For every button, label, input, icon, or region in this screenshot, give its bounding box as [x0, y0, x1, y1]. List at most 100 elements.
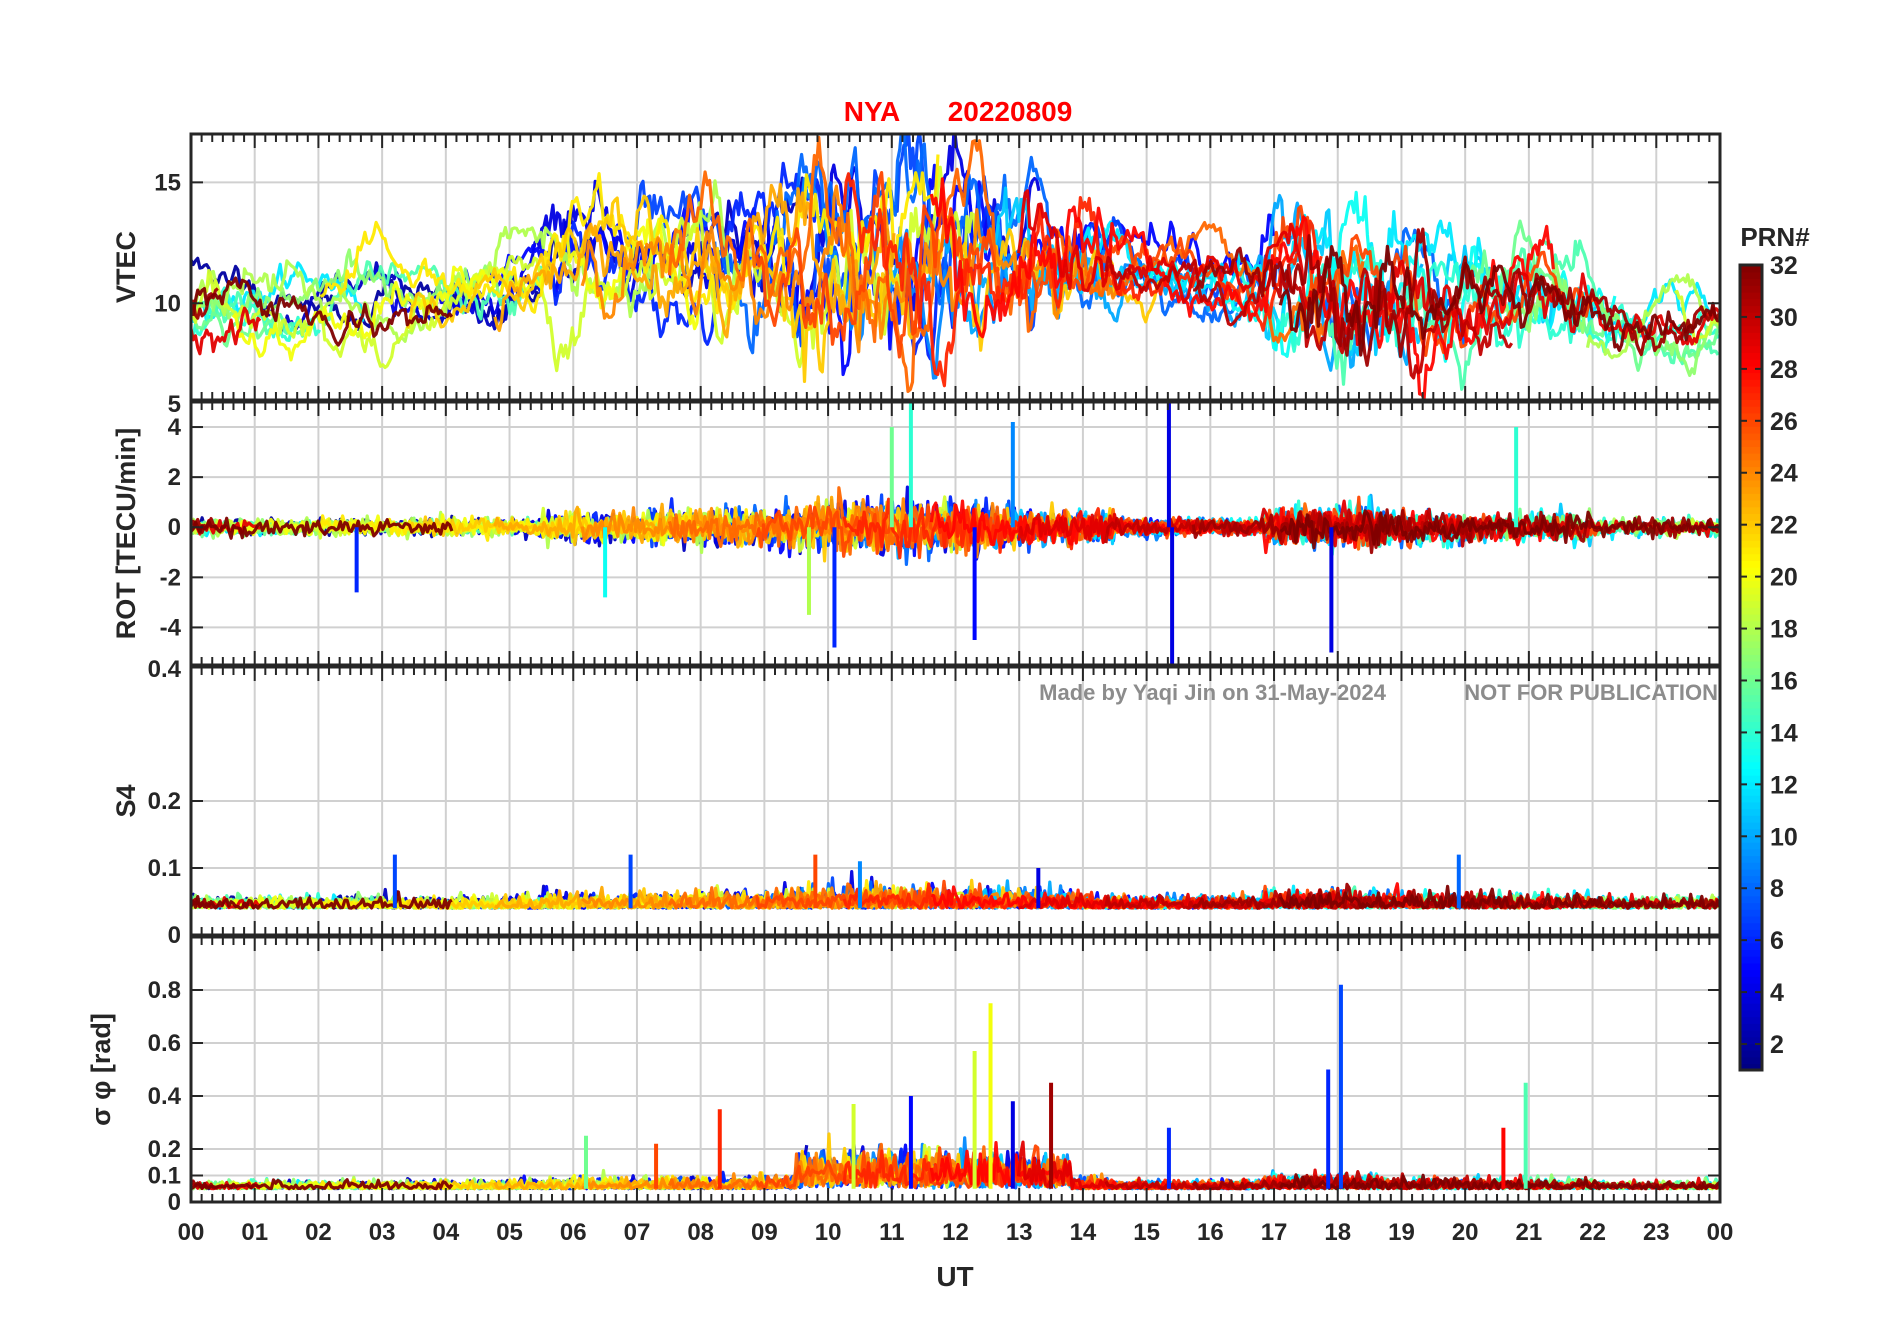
- colorbar-cell: [1740, 768, 1762, 776]
- x-tick-label: 01: [241, 1219, 268, 1246]
- colorbar-tick-label: 32: [1770, 252, 1798, 280]
- x-tick-label: 11: [879, 1219, 904, 1246]
- series-prn-16: [191, 309, 280, 348]
- colorbar-cell: [1740, 459, 1762, 468]
- series-prn-32: [191, 276, 454, 347]
- colorbar-cell: [1740, 788, 1762, 796]
- colorbar-cell: [1740, 955, 1762, 964]
- colorbar-cell: [1740, 1016, 1762, 1024]
- y-tick-labels-sigma_phi: 00.10.2 0.4 0.6 0.8: [148, 977, 182, 1216]
- colorbar-cell: [1740, 835, 1762, 843]
- colorbar-cell: [1740, 352, 1762, 360]
- colorbar-cell: [1740, 915, 1762, 924]
- y-tick-label-top: 0.4: [148, 656, 182, 683]
- ticks-rot: [190, 402, 1721, 665]
- colorbar-cell: [1740, 540, 1762, 548]
- colorbar-cell: [1740, 432, 1762, 441]
- colorbar-cell: [1740, 560, 1762, 568]
- panel-s4: 0 0.1 0.2 0.4 S4: [111, 656, 1722, 949]
- colorbar-cell: [1740, 593, 1762, 602]
- colorbar-tick-label: 28: [1770, 356, 1798, 384]
- panel-vtec: 10 15 VTEC: [111, 132, 1722, 402]
- colorbar-cell: [1740, 962, 1762, 971]
- colorbar-cell: [1740, 741, 1762, 749]
- series-prn-32: [1278, 244, 1720, 357]
- x-tick-label: 16: [1197, 1219, 1224, 1246]
- series-prn-32: [1279, 1173, 1720, 1191]
- series-prn-31: [1192, 227, 1720, 367]
- colorbar-cell: [1740, 660, 1762, 669]
- colorbar-cell: [1740, 405, 1762, 414]
- colorbar-cell: [1740, 1023, 1762, 1031]
- colorbar-cell: [1740, 848, 1762, 857]
- colorbar-cell: [1740, 1009, 1762, 1018]
- x-tick-label: 12: [942, 1219, 969, 1246]
- series-prn-6: [538, 161, 999, 361]
- x-tick-label: 10: [815, 1219, 842, 1246]
- colorbar-cell: [1740, 895, 1762, 904]
- colorbar-cell: [1740, 506, 1762, 515]
- colorbar-cell: [1740, 533, 1762, 541]
- x-tick-label: 19: [1388, 1219, 1415, 1246]
- colorbar-cell: [1740, 412, 1762, 421]
- colorbar-tick-label: 4: [1770, 979, 1784, 1007]
- colorbar-cell: [1740, 996, 1762, 1004]
- colorbar-cell: [1740, 909, 1762, 917]
- x-tick-labels: 00 01 02 03 04 05 06 07 08 09 10 11 12 13 14 15 16 17 18 19…: [178, 1219, 1734, 1246]
- y-tick-label: 0: [168, 514, 181, 541]
- x-tick-label: 18: [1324, 1219, 1351, 1246]
- panel-sigma_phi: 00.10.2 0.4 0.6 0.8 σ φ [rad]: [86, 935, 1722, 1216]
- colorbar-cell: [1740, 486, 1762, 494]
- x-tick-label: 15: [1133, 1219, 1160, 1246]
- colorbar-cell: [1740, 976, 1762, 984]
- x-tick-label: 17: [1261, 1219, 1288, 1246]
- colorbar-cell: [1740, 821, 1762, 830]
- colorbar-cell: [1740, 452, 1762, 461]
- y-tick-label: 15: [154, 169, 181, 196]
- colorbar-tick-label: 30: [1770, 304, 1798, 332]
- y-tick-label: -4: [160, 614, 182, 641]
- y-tick-label: 0.4: [148, 1083, 182, 1110]
- series-prn-18: [1585, 273, 1720, 360]
- colorbar-cell: [1740, 640, 1762, 649]
- series-lines-sigma_phi: [191, 984, 1720, 1191]
- colorbar-cell: [1740, 613, 1762, 622]
- colorbar-cell: [1740, 573, 1762, 582]
- colorbar-cell: [1740, 298, 1762, 307]
- ticks-vtec: [190, 134, 1721, 400]
- y-tick-label: 2: [168, 464, 181, 491]
- colorbar-tick-label: 16: [1770, 667, 1798, 695]
- series-prn-21: [319, 154, 940, 315]
- colorbar-cell: [1740, 774, 1762, 783]
- y-tick-label: 0.1: [148, 855, 181, 882]
- x-tick-label: 08: [687, 1219, 714, 1246]
- colorbar-cell: [1740, 667, 1762, 676]
- colorbar-cell: [1740, 935, 1762, 944]
- title-date: 20220809: [948, 96, 1073, 127]
- colorbar-cell: [1740, 875, 1762, 883]
- colorbar-cell: [1740, 727, 1762, 736]
- y-tick-label: 0.2: [148, 1136, 181, 1163]
- series-prn-32: [191, 890, 453, 910]
- colorbar-tick-label: 2: [1770, 1031, 1784, 1059]
- colorbar-cell: [1740, 271, 1762, 280]
- colorbar-cell: [1740, 694, 1762, 702]
- colorbar-cell: [1740, 868, 1762, 877]
- x-tick-label: 14: [1070, 1219, 1097, 1246]
- colorbar-cell: [1740, 714, 1762, 722]
- colorbar-cell: [1740, 647, 1762, 655]
- y-tick-label: 0.6: [148, 1030, 181, 1057]
- colorbar-cell: [1740, 748, 1762, 756]
- colorbar-cell: [1740, 654, 1762, 662]
- colorbar-cell: [1740, 566, 1762, 575]
- colorbar-cell: [1740, 687, 1762, 696]
- colorbar-cell: [1740, 265, 1762, 273]
- colorbar-tick-label: 22: [1770, 512, 1798, 540]
- colorbar-cell: [1740, 808, 1762, 816]
- colorbar-cell: [1740, 1043, 1762, 1051]
- colorbar-cell: [1740, 922, 1762, 930]
- colorbar-cell: [1740, 318, 1762, 327]
- series-prn-32: [191, 1178, 454, 1191]
- colorbar-cell: [1740, 546, 1762, 555]
- colorbar-cell: [1740, 828, 1762, 837]
